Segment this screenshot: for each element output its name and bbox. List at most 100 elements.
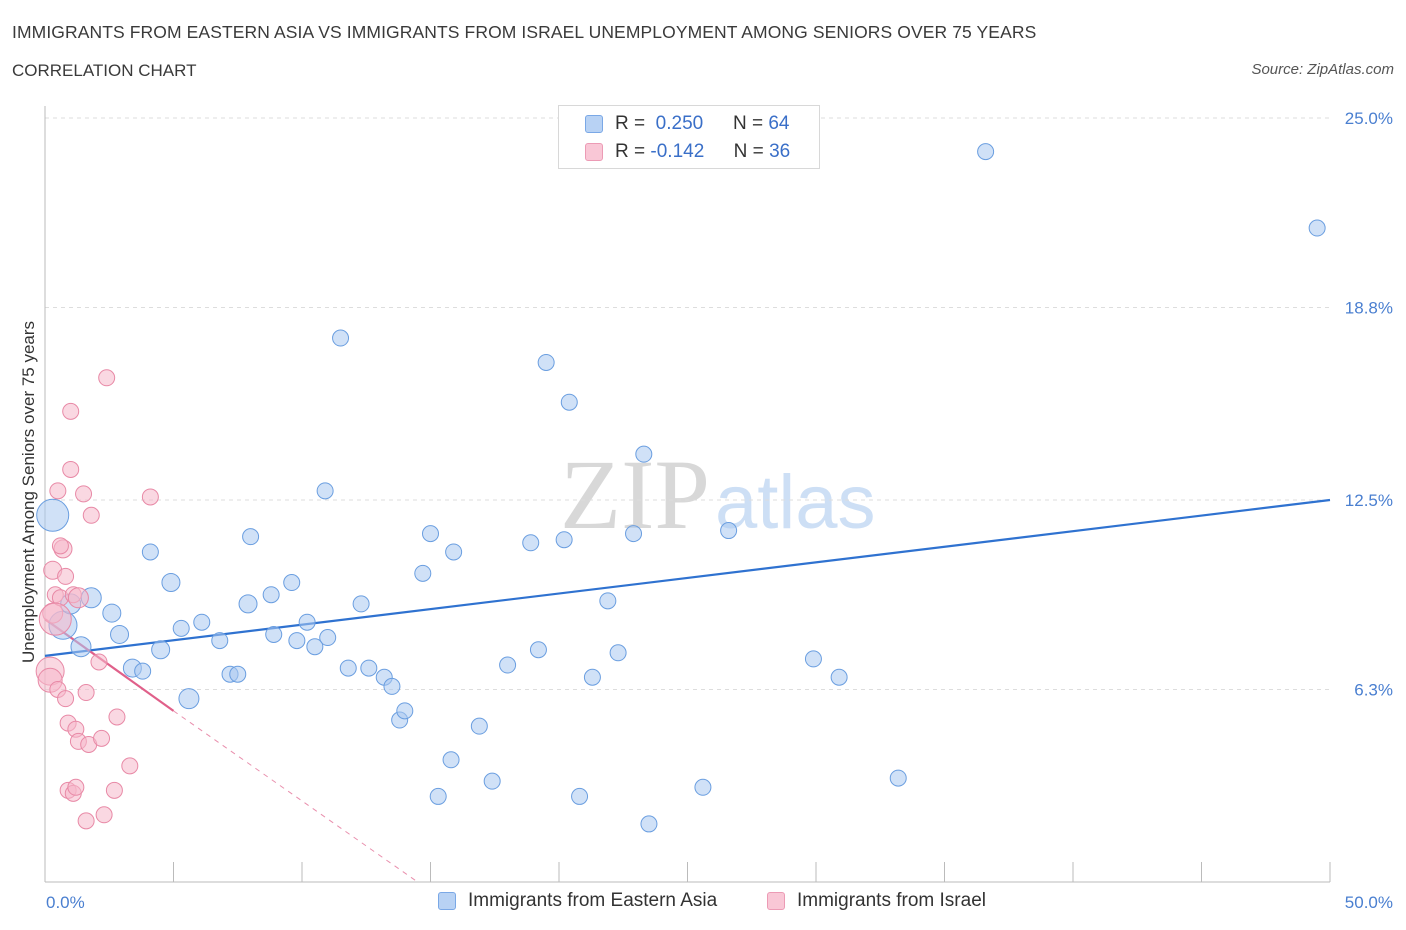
- legend-item-israel[interactable]: Immigrants from Israel: [767, 890, 986, 912]
- point-eastern-asia: [830, 668, 848, 686]
- trendline-eastern-asia: [44, 498, 1331, 657]
- chart-title: IMMIGRANTS FROM EASTERN ASIA VS IMMIGRAN…: [12, 22, 1037, 42]
- legend-swatch-pink: [767, 892, 785, 910]
- point-israel: [82, 506, 100, 524]
- point-eastern-asia: [1308, 219, 1326, 237]
- point-eastern-asia: [889, 769, 907, 787]
- point-eastern-asia: [977, 143, 995, 161]
- point-eastern-asia: [141, 543, 159, 561]
- point-israel: [75, 485, 93, 503]
- point-eastern-asia: [522, 534, 540, 552]
- legend-label-israel: Immigrants from Israel: [797, 890, 986, 911]
- legend-swatch-blue: [585, 115, 603, 133]
- point-eastern-asia: [110, 624, 130, 644]
- point-israel: [67, 587, 89, 609]
- point-eastern-asia: [288, 632, 306, 650]
- point-eastern-asia: [609, 644, 627, 662]
- y-tick-label: 6.3%: [1354, 680, 1393, 699]
- point-eastern-asia: [429, 787, 447, 805]
- point-eastern-asia: [383, 677, 401, 695]
- point-eastern-asia: [178, 688, 200, 710]
- point-eastern-asia: [134, 662, 152, 680]
- legend-swatch-pink: [585, 143, 603, 161]
- point-eastern-asia: [193, 613, 211, 631]
- point-eastern-asia: [36, 498, 70, 532]
- point-eastern-asia: [414, 564, 432, 582]
- point-eastern-asia: [172, 619, 190, 637]
- point-eastern-asia: [804, 650, 822, 668]
- point-eastern-asia: [229, 665, 247, 683]
- point-israel: [105, 781, 123, 799]
- trend-lines: [44, 498, 1331, 883]
- legend-n-label: N =: [733, 141, 764, 162]
- legend-r-value: -0.142: [650, 141, 705, 162]
- point-eastern-asia: [640, 815, 658, 833]
- y-axis-label: Unemployment Among Seniors over 75 years: [19, 321, 38, 663]
- trendline-israel-extension: [173, 710, 418, 883]
- point-israel: [49, 482, 67, 500]
- point-israel: [98, 369, 116, 387]
- point-eastern-asia: [70, 636, 92, 658]
- point-israel: [38, 602, 72, 636]
- series-legend: Immigrants from Eastern Asia Immigrants …: [0, 890, 1406, 916]
- point-israel: [77, 812, 95, 830]
- point-eastern-asia: [332, 329, 350, 347]
- point-eastern-asia: [694, 778, 712, 796]
- point-eastern-asia: [298, 613, 316, 631]
- point-israel: [57, 690, 75, 708]
- point-israel: [93, 729, 111, 747]
- legend-r-label: R =: [615, 113, 646, 134]
- point-eastern-asia: [583, 668, 601, 686]
- point-eastern-asia: [238, 594, 258, 614]
- point-eastern-asia: [529, 641, 547, 659]
- point-eastern-asia: [483, 772, 501, 790]
- point-eastern-asia: [211, 632, 229, 650]
- legend-item-eastern-asia[interactable]: Immigrants from Eastern Asia: [438, 890, 717, 912]
- point-eastern-asia: [560, 393, 578, 411]
- point-eastern-asia: [422, 525, 439, 543]
- legend-n-value: 64: [768, 113, 790, 134]
- point-israel: [67, 778, 85, 796]
- point-israel: [121, 757, 139, 775]
- point-eastern-asia: [316, 482, 334, 500]
- legend-r-value: 0.250: [655, 113, 704, 134]
- point-eastern-asia: [470, 717, 488, 735]
- x-tick-label: 50.0%: [1345, 893, 1393, 912]
- legend-swatch-blue: [438, 892, 456, 910]
- data-points: [35, 143, 1326, 833]
- point-eastern-asia: [262, 586, 280, 604]
- point-eastern-asia: [242, 528, 260, 546]
- point-israel: [62, 402, 80, 420]
- point-israel: [90, 653, 108, 671]
- point-israel: [77, 684, 95, 702]
- point-eastern-asia: [360, 659, 378, 677]
- point-eastern-asia: [306, 638, 324, 656]
- point-israel: [108, 708, 126, 726]
- point-israel: [57, 567, 75, 585]
- point-eastern-asia: [625, 525, 643, 543]
- grid: [45, 117, 1330, 690]
- point-israel: [51, 537, 69, 555]
- point-eastern-asia: [720, 522, 738, 540]
- legend-n-label: N =: [732, 113, 764, 134]
- source-label: Source: ZipAtlas.com: [1251, 61, 1394, 78]
- point-eastern-asia: [599, 592, 617, 610]
- legend-row-israel: R = -0.142 N = 36: [585, 140, 790, 164]
- legend-row-eastern-asia: R = 0.250 N = 64: [585, 112, 789, 136]
- point-eastern-asia: [445, 543, 463, 561]
- point-eastern-asia: [161, 573, 181, 593]
- point-eastern-asia: [339, 659, 357, 677]
- point-israel: [62, 460, 80, 478]
- y-tick-label: 18.8%: [1345, 298, 1393, 317]
- point-eastern-asia: [283, 574, 301, 592]
- point-eastern-asia: [555, 531, 573, 549]
- point-eastern-asia: [635, 445, 653, 463]
- y-tick-label: 25.0%: [1345, 109, 1393, 128]
- correlation-legend: R = 0.250 N = 64 R = -0.142 N = 36: [558, 105, 820, 169]
- point-eastern-asia: [499, 656, 517, 674]
- chart-subtitle: CORRELATION CHART: [12, 61, 197, 80]
- legend-n-value: 36: [769, 141, 791, 162]
- axis-labels: 6.3% 12.5% 18.8% 25.0% 0.0% 50.0% Unemployment…: [19, 109, 1393, 912]
- point-eastern-asia: [352, 595, 370, 613]
